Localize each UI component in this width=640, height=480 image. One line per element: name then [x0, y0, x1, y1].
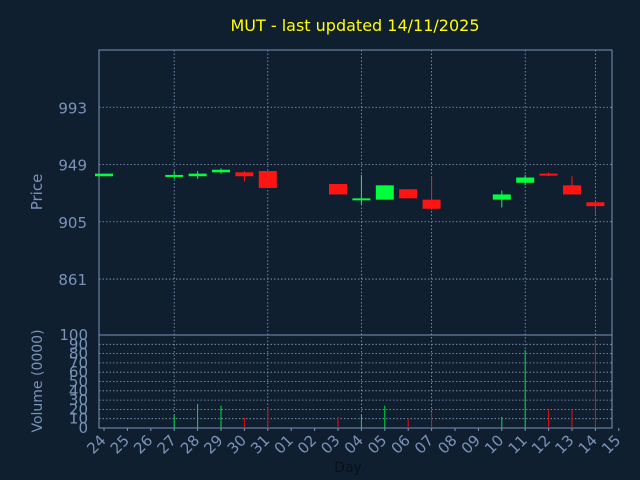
x-tick-label: 01	[271, 431, 297, 457]
x-tick-label: 15	[598, 431, 624, 457]
x-tick-label: 13	[551, 431, 577, 457]
price-axis-label: Price	[28, 174, 46, 211]
volume-tick-label: 10	[69, 410, 88, 428]
x-tick-label: 04	[341, 431, 367, 457]
x-tick-label: 07	[411, 431, 437, 457]
x-tick-label: 03	[317, 431, 343, 457]
x-tick-label: 09	[458, 431, 484, 457]
candle-body	[352, 198, 371, 201]
x-tick-label: 25	[107, 431, 133, 457]
candle-body	[492, 194, 511, 200]
price-tick-label: 949	[58, 157, 87, 175]
volume-tick-label: 70	[69, 354, 88, 372]
x-axis-label: Day	[334, 460, 362, 476]
volume-tick-label: 100	[59, 326, 88, 344]
x-tick-label: 12	[528, 431, 554, 457]
x-tick-label: 08	[434, 431, 460, 457]
x-tick-label: 28	[177, 431, 203, 457]
x-tick-label: 05	[364, 431, 390, 457]
volume-tick-label: 80	[69, 345, 88, 363]
volume-axis-label: Volume (0000)	[30, 329, 46, 432]
candle-body	[516, 177, 535, 183]
x-tick-label: 02	[294, 431, 320, 457]
volume-panel-frame	[98, 334, 613, 429]
x-tick-label: 26	[130, 431, 156, 457]
volume-tick-label: 50	[69, 373, 88, 391]
candle-body	[399, 189, 418, 199]
x-tick-label: 29	[200, 431, 226, 457]
volume-tick-label: 0	[78, 419, 88, 437]
x-tick-label: 27	[154, 431, 180, 457]
candle-body	[165, 174, 184, 177]
volume-tick-label: 90	[69, 335, 88, 353]
candle-body	[212, 169, 230, 173]
chart-title: MUT - last updated 14/11/2025	[230, 16, 479, 35]
x-tick-label: 11	[505, 431, 531, 457]
candle-body	[539, 173, 558, 176]
candle-body	[563, 185, 581, 195]
x-tick-label: 30	[224, 431, 250, 457]
x-tick-label: 06	[388, 431, 414, 457]
x-tick-label: 10	[481, 431, 507, 457]
candle-body	[95, 173, 113, 177]
candle-body	[586, 202, 605, 207]
candle-body	[235, 172, 254, 177]
volume-tick-label: 20	[69, 400, 88, 418]
price-tick-label: 993	[58, 99, 87, 117]
candle-body	[329, 184, 347, 195]
x-tick-label: 14	[575, 431, 601, 457]
volume-tick-label: 60	[69, 363, 88, 381]
x-tick-label: 31	[247, 431, 273, 457]
price-tick-label: 861	[58, 271, 87, 289]
candle-body	[422, 199, 441, 209]
price-tick-label: 905	[58, 214, 87, 232]
volume-tick-label: 40	[69, 382, 88, 400]
candle-body	[375, 185, 394, 200]
price-panel-frame	[98, 49, 613, 336]
candle-body	[258, 171, 277, 188]
candle-body	[188, 173, 207, 177]
volume-tick-label: 30	[69, 391, 88, 409]
